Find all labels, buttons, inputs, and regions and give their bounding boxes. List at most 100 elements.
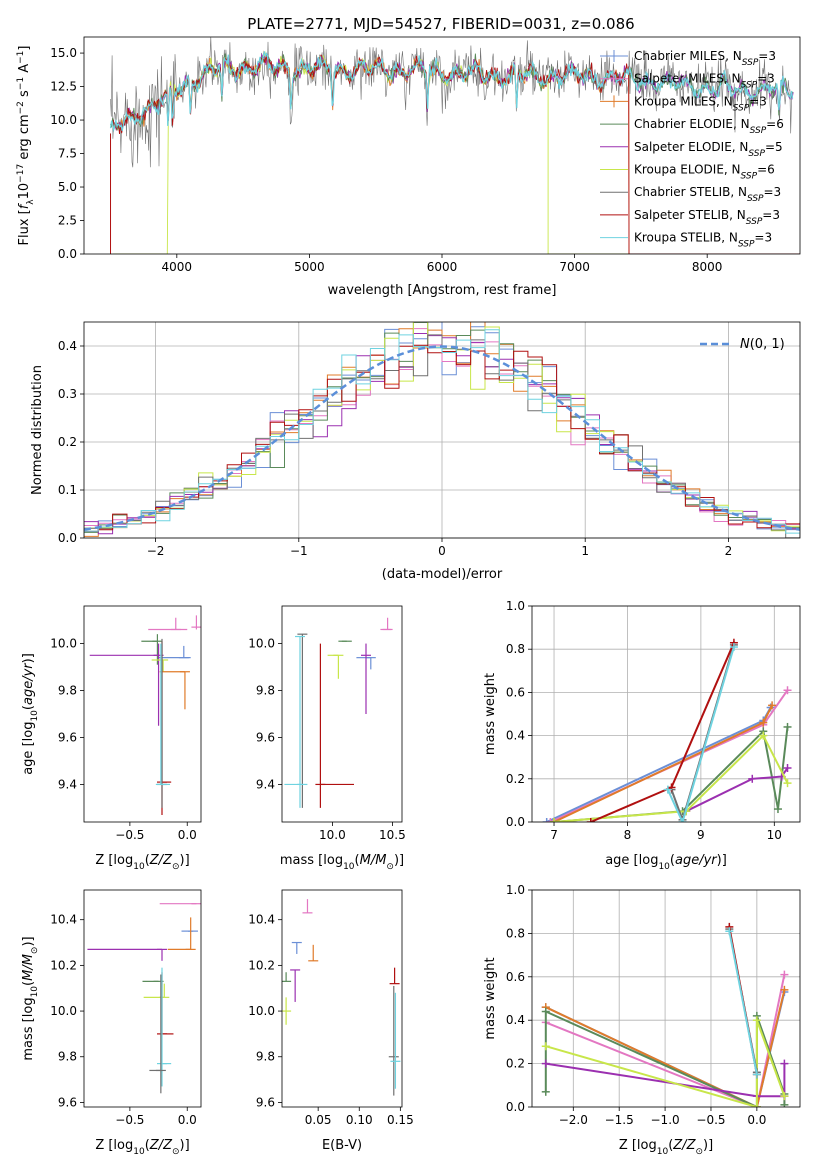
y-tick-label: 0.0 xyxy=(506,815,525,829)
x-tick-label: 2 xyxy=(725,544,733,558)
label-part: =3 xyxy=(749,94,767,108)
y-tick-label: 10.0 xyxy=(248,1004,275,1018)
label-part: λ xyxy=(26,199,36,205)
label-part: Salpeter STELIB, N xyxy=(634,208,746,222)
x-axis-label: Z [log10(Z/Z⊙)] xyxy=(619,1138,713,1157)
label-part: 10 xyxy=(658,862,670,872)
x-tick-label: 0.0 xyxy=(178,828,197,842)
x-tick-label: −0.5 xyxy=(115,1113,144,1127)
x-tick-label: 7 xyxy=(550,828,558,842)
x-tick-label: 0.10 xyxy=(346,1113,373,1127)
y-tick-label: 10.0 xyxy=(50,637,77,651)
label-part: ( xyxy=(145,853,150,868)
label-part: −1 xyxy=(16,77,26,90)
label-part: SSP xyxy=(741,172,758,182)
y-tick-label: 0.4 xyxy=(506,729,525,743)
label-part: age/yr xyxy=(21,662,36,705)
label-part: 10 xyxy=(133,862,145,872)
label-part: (0, 1) xyxy=(750,337,785,352)
mass-weight-line xyxy=(553,733,789,822)
label-part: Z/Z xyxy=(149,853,173,868)
label-part: SSP xyxy=(746,217,763,227)
legend-label: Salpeter MILES, NSSP=3 xyxy=(634,72,775,91)
label-part: ( xyxy=(21,705,36,710)
y-tick-label: 0.1 xyxy=(58,483,77,497)
label-part: ( xyxy=(355,853,360,868)
x-tick-label: 9 xyxy=(697,828,705,842)
label-part: N xyxy=(740,337,750,352)
label-part: )] xyxy=(21,653,36,663)
mass-weight-line xyxy=(546,707,772,822)
x-tick-label: 5000 xyxy=(294,260,325,274)
x-tick-label: 0.05 xyxy=(305,1113,332,1127)
label-part: age [log xyxy=(605,853,658,868)
x-axis-label: age [log10(age/yr)] xyxy=(605,853,727,872)
axes-frame xyxy=(83,889,202,1108)
y-axis-label: mass [log10(M/M⊙)] xyxy=(21,936,40,1060)
mass-weight-line xyxy=(553,726,789,822)
y-tick-label: 0.0 xyxy=(506,1100,525,1114)
mass-vs-Z-panel: −0.5 0.09.69.810.010.210.4Z [log10(Z/Z⊙)]… xyxy=(21,889,202,1157)
label-part: )] xyxy=(703,1138,713,1153)
label-part: −1 xyxy=(16,51,26,64)
label-part: =3 xyxy=(757,72,775,86)
label-part: Kroupa ELODIE, N xyxy=(634,163,741,177)
label-part: ( xyxy=(21,981,36,986)
y-tick-label: 0.0 xyxy=(58,247,77,261)
label-part: ( xyxy=(670,853,675,868)
label-part: )] xyxy=(394,853,404,868)
x-tick-label: −2.0 xyxy=(559,1113,588,1127)
y-tick-label: 1.0 xyxy=(506,599,525,613)
plot-area xyxy=(89,615,201,815)
mass-weight-line xyxy=(728,931,758,1075)
label-part: 10 xyxy=(657,1147,669,1157)
x-tick-label: 10.0 xyxy=(319,828,346,842)
x-tick-label: −1 xyxy=(290,544,308,558)
y-tick-label: 10.4 xyxy=(50,913,77,927)
x-tick-label: −0.5 xyxy=(115,828,144,842)
label-part: age/yr xyxy=(675,853,718,868)
y-tick-label: 9.8 xyxy=(256,684,275,698)
label-part: Z [log xyxy=(95,1138,133,1153)
y-tick-label: 9.4 xyxy=(256,777,275,791)
label-part: SSP xyxy=(748,149,765,159)
x-tick-label: −1.5 xyxy=(605,1113,634,1127)
label-part: Chabrier STELIB, N xyxy=(634,185,747,199)
label-part: ] xyxy=(17,46,32,51)
spectrum-model-line xyxy=(112,54,800,254)
y-tick-label: 10.2 xyxy=(50,958,77,972)
label-part: A xyxy=(17,64,32,77)
age-vs-Z-panel: −0.5 0.09.49.69.810.0Z [log10(Z/Z⊙)]age [… xyxy=(21,605,202,872)
y-tick-label: 9.6 xyxy=(256,730,275,744)
y-tick-label: 10.0 xyxy=(50,113,77,127)
label-part: 10 xyxy=(133,1147,145,1157)
label-part: erg cm xyxy=(17,114,32,163)
label-part: f xyxy=(17,202,32,209)
legend-label: Salpeter STELIB, NSSP=3 xyxy=(634,208,780,227)
y-tick-label: 1.0 xyxy=(506,883,525,897)
label-part: ⊙ xyxy=(172,1147,180,1157)
plot-area xyxy=(541,922,789,1107)
y-tick-label: 15.0 xyxy=(50,46,77,60)
y-tick-label: 0.3 xyxy=(58,387,77,401)
x-axis-label: E(B-V) xyxy=(322,1138,362,1153)
y-tick-label: 0.4 xyxy=(506,1013,525,1027)
label-part: ⊙ xyxy=(386,862,394,872)
label-part: =3 xyxy=(758,49,776,63)
y-tick-label: 10.0 xyxy=(50,1004,77,1018)
y-tick-label: 9.8 xyxy=(256,1050,275,1064)
mass-vs-EBV-panel: 0.05 0.10 0.15 9.6 9.8 10.0 10.2 10.4 E(B-V) xyxy=(248,889,414,1153)
x-tick-label: 0.15 xyxy=(387,1113,414,1127)
y-tick-label: 0.2 xyxy=(58,435,77,449)
plot-area xyxy=(87,903,201,1094)
x-tick-label: 0.0 xyxy=(178,1113,197,1127)
label-part: )] xyxy=(180,1138,190,1153)
label-part: −17 xyxy=(16,164,26,183)
gaussian-curve xyxy=(84,345,800,531)
y-tick-label: 10.2 xyxy=(248,958,275,972)
y-tick-label: 9.8 xyxy=(58,1050,77,1064)
label-part: s xyxy=(17,90,32,101)
axes-frame xyxy=(281,889,403,1108)
x-tick-label: 6000 xyxy=(427,260,458,274)
